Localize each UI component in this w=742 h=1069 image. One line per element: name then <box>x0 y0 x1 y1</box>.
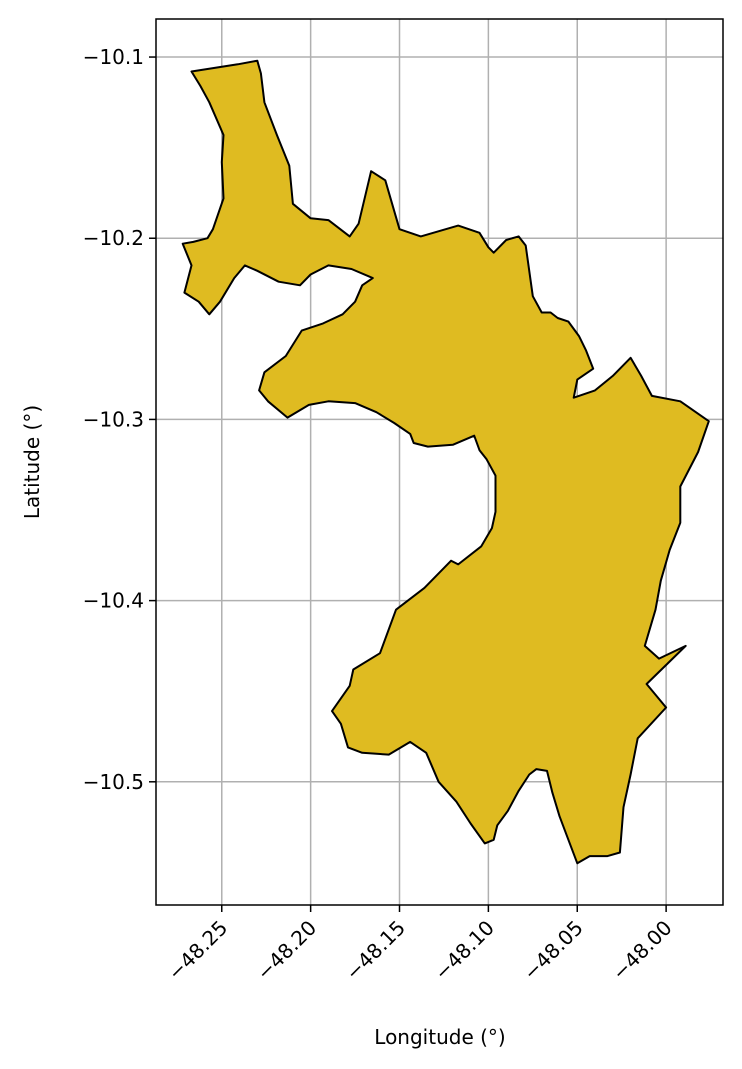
y-axis-ticks: −10.1 −10.2 −10.3 −10.4 −10.5 <box>83 45 156 794</box>
y-tick-label: −10.3 <box>83 407 144 431</box>
plot-frame <box>155 18 724 906</box>
y-tick-label: −10.4 <box>83 589 144 613</box>
y-axis-label: Latitude (°) <box>20 405 44 519</box>
y-tick-label: −10.1 <box>83 45 144 69</box>
y-tick-label: −10.2 <box>83 226 144 250</box>
x-axis-label: Longitude (°) <box>374 1025 505 1049</box>
region-polygon <box>181 59 710 865</box>
y-tick-label: −10.5 <box>83 770 144 794</box>
